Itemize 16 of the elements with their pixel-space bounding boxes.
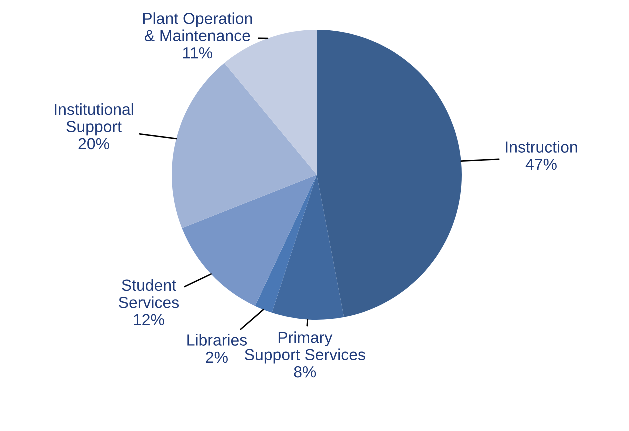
data-label: 12%: [134, 314, 164, 326]
slice-label: Libraries: [188, 334, 248, 346]
slice-label: Instruction: [506, 141, 578, 153]
pie-slice: [272, 175, 344, 320]
pie-slice: [172, 63, 317, 228]
data-label: 20%: [78, 138, 110, 150]
pie-slice: [255, 175, 317, 313]
slice-label: Plant Operation & Maintenance: [143, 12, 252, 42]
slice-label: Institutional Support: [55, 103, 134, 136]
data-label: 11%: [183, 48, 212, 59]
data-label: 47%: [526, 158, 557, 170]
data-label: 2%: [206, 352, 228, 364]
pie-slice: [317, 30, 462, 318]
slice-label: Student Services: [119, 279, 180, 308]
pie-slice: [182, 175, 317, 306]
data-label: 8%: [294, 366, 316, 378]
